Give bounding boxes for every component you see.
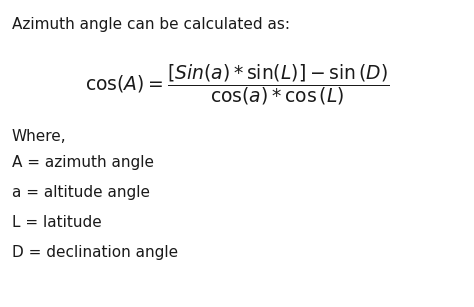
- Text: D = declination angle: D = declination angle: [12, 245, 178, 260]
- Text: a = altitude angle: a = altitude angle: [12, 185, 150, 200]
- Text: $\mathrm{cos}(A) = \dfrac{[\mathit{Sin}(a) * \mathrm{sin}(L)] - \mathrm{sin}\,(D: $\mathrm{cos}(A) = \dfrac{[\mathit{Sin}(…: [85, 63, 389, 107]
- Text: L = latitude: L = latitude: [12, 215, 102, 230]
- Text: Where,: Where,: [12, 129, 67, 144]
- Text: Azimuth angle can be calculated as:: Azimuth angle can be calculated as:: [12, 17, 290, 32]
- Text: A = azimuth angle: A = azimuth angle: [12, 155, 154, 170]
